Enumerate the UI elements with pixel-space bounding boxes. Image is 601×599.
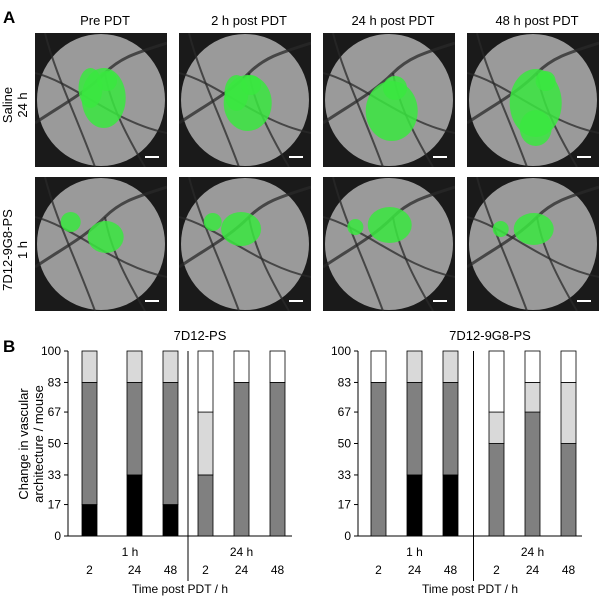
chart-1-category-label: 2: [202, 563, 209, 577]
chart-1-bar-4-segment-3: [197, 411, 214, 476]
chart-2-category-label: 48: [444, 563, 458, 577]
chart-1-ytick-label: 83: [48, 375, 62, 389]
chart-2-ytick-label: 67: [338, 405, 352, 419]
chart-2-ytick-label: 0: [344, 529, 351, 543]
chart-1-bar-4-segment-2: [197, 474, 214, 537]
chart-1-bar-5-segment-2: [233, 382, 250, 537]
chart-1-category-label: 24: [235, 563, 249, 577]
chart-1-bar-5-segment-4: [233, 350, 250, 383]
microscopy-image-r1-c4: [467, 33, 599, 167]
chart-2-ytick-label: 33: [338, 468, 352, 482]
chart-2-ytick-label: 83: [338, 375, 352, 389]
chart-1-ytick-label: 33: [48, 468, 62, 482]
chart-2-category-label: 48: [562, 563, 576, 577]
chart-title-right: 7D12-9G8-PS: [449, 328, 531, 343]
chart-2-bar-3-segment-3: [442, 350, 459, 383]
chart-1-ytick-label: 17: [48, 498, 62, 512]
y-axis-label-line1: Change in vascular: [16, 388, 31, 500]
chart-2-bar-2-segment-1: [406, 474, 423, 537]
chart-1-bar-4-segment-4: [197, 350, 214, 413]
microscopy-image-r2-c2: [179, 177, 311, 311]
microscopy-image-r2-c3: [323, 177, 455, 311]
microscopy-image-r1-c3: [323, 33, 455, 167]
chart-2-bar-5-segment-2: [524, 411, 541, 537]
chart-2-ytick-label: 100: [331, 344, 351, 358]
chart-1-bar-2-segment-1: [126, 474, 143, 537]
chart-2-bar-6-segment-3: [560, 382, 577, 444]
column-title-48h: 48 h post PDT: [495, 13, 579, 28]
microscopy-image-r1-c2: [179, 33, 311, 167]
chart-2-bar-4-segment-2: [488, 443, 505, 537]
chart-1-bar-1-segment-1: [81, 504, 98, 537]
microscopy-image-r2-c1: [35, 177, 167, 311]
chart-2-ytick-label: 50: [338, 437, 352, 451]
chart-2-category-label: 24: [408, 563, 422, 577]
column-title-pre: Pre PDT: [80, 13, 130, 28]
chart-2-bar-4-segment-3: [488, 411, 505, 444]
chart-2-bar-6-segment-2: [560, 443, 577, 537]
chart-2-bar-1-segment-2: [370, 382, 387, 537]
chart-1-group-label-24h: 24 h: [230, 545, 253, 559]
panel-b-letter: B: [3, 337, 16, 356]
y-axis-label: Change in vasculararchitecture / mouse: [16, 385, 46, 503]
chart-2-group-label-24h: 24 h: [521, 545, 544, 559]
microscopy-image-r2-c4: [467, 177, 599, 311]
chart-1-bar-1-segment-3: [81, 350, 98, 383]
chart-1-bar-1-segment-2: [81, 382, 98, 505]
chart-2-bar-3-segment-2: [442, 382, 459, 476]
chart-2-group-label-1h: 1 h: [406, 545, 423, 559]
chart-1-bar-6-segment-2: [269, 382, 286, 537]
chart-1-group-label-1h: 1 h: [122, 545, 139, 559]
chart-1-bar-3-segment-1: [162, 504, 179, 537]
chart-2-bar-3-segment-1: [442, 474, 459, 537]
chart-2-category-label: 2: [375, 563, 382, 577]
chart-1-x-axis-label: Time post PDT / h: [132, 582, 228, 596]
chart-2-bar-6-segment-4: [560, 350, 577, 383]
chart-1-category-label: 2: [86, 563, 93, 577]
chart-1-category-label: 48: [164, 563, 178, 577]
chart-1-ytick-label: 0: [54, 529, 61, 543]
chart-1-bar-2-segment-3: [126, 350, 143, 383]
chart-2-ytick-label: 17: [338, 498, 352, 512]
chart-1-bar-6-segment-4: [269, 350, 286, 383]
chart-2-bar-2-segment-3: [406, 350, 423, 383]
chart-2-category-label: 24: [526, 563, 540, 577]
chart-2-category-label: 2: [493, 563, 500, 577]
chart-1-bar-3-segment-2: [162, 382, 179, 505]
panel-a-letter: A: [3, 8, 16, 27]
chart-2-bar-5-segment-3: [524, 382, 541, 413]
column-title-24h: 24 h post PDT: [351, 13, 435, 28]
chart-2-bar-2-segment-2: [406, 382, 423, 476]
chart-title-left: 7D12-PS: [173, 328, 227, 343]
chart-1-bar-3-segment-3: [162, 350, 179, 383]
chart-1-ytick-label: 50: [48, 437, 62, 451]
chart-1-ytick-label: 67: [48, 405, 62, 419]
chart-2-bar-5-segment-4: [524, 350, 541, 383]
chart-1-category-label: 48: [271, 563, 285, 577]
column-title-2h: 2 h post PDT: [211, 13, 287, 28]
chart-1-category-label: 24: [128, 563, 142, 577]
chart-2-bar-4-segment-4: [488, 350, 505, 413]
y-axis-label-line2: architecture / mouse: [31, 385, 46, 503]
chart-2-x-axis-label: Time post PDT / h: [422, 582, 518, 596]
chart-1-ytick-label: 100: [41, 344, 61, 358]
chart-2-bar-1-segment-4: [370, 350, 387, 383]
chart-1-bar-2-segment-2: [126, 382, 143, 476]
microscopy-image-r1-c1: [35, 33, 167, 167]
